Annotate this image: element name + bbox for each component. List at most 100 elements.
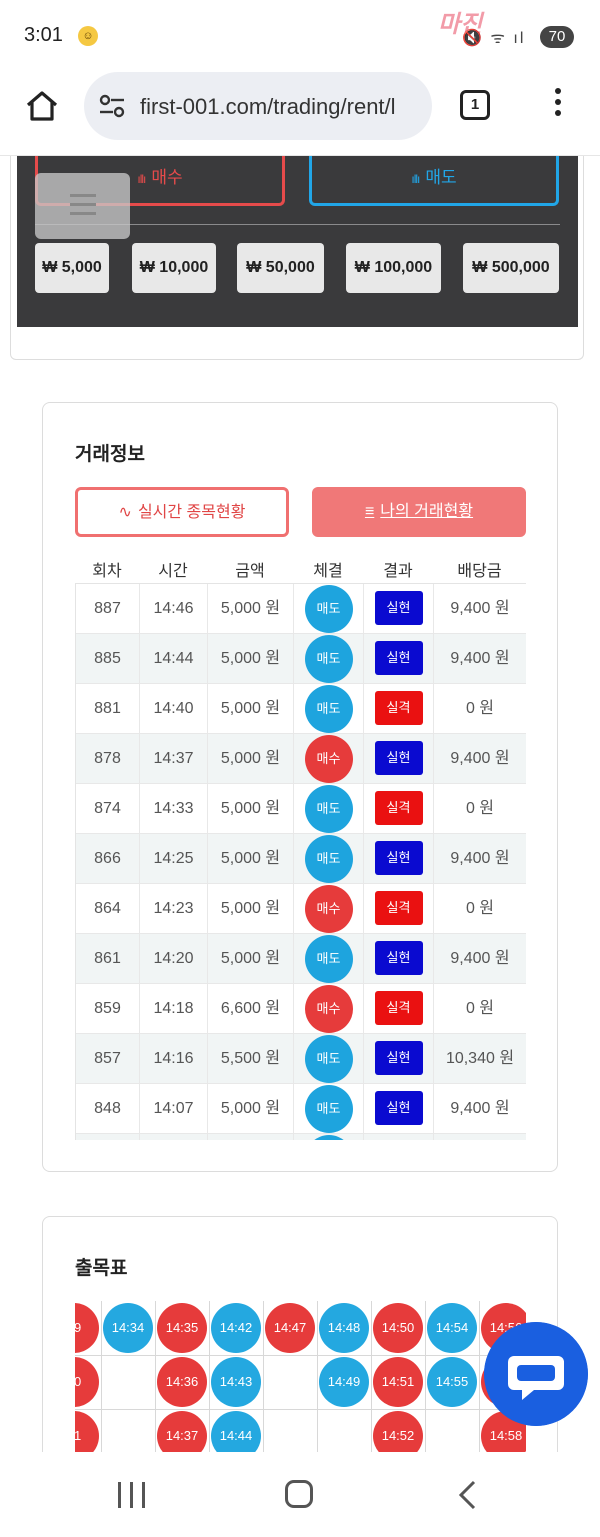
cell-round: 885	[75, 634, 139, 684]
cell-result: 실격	[363, 684, 433, 734]
cell-round: 857	[75, 1034, 139, 1084]
status-time: 3:01	[24, 24, 63, 46]
result-bead: 14:36	[157, 1357, 207, 1407]
result-badge: 실현	[374, 1090, 423, 1125]
amount-button[interactable]: ₩ 10,000	[132, 243, 216, 293]
menu-icon[interactable]	[35, 173, 130, 239]
round-value: 885	[94, 650, 121, 667]
cell-side: 매도	[293, 634, 363, 684]
side-badge: 매도	[304, 785, 353, 833]
tab-live-status[interactable]: ∿ 실시간 종목현황	[75, 487, 289, 537]
grid-row-line	[75, 1409, 526, 1410]
grid-column	[101, 1301, 155, 1452]
time-value: 14:18	[153, 1000, 194, 1017]
result-badge: 실격	[374, 890, 423, 925]
chat-icon[interactable]	[484, 1322, 588, 1426]
side-badge: 매도	[304, 1035, 353, 1083]
amount-button[interactable]: ₩ 5,000	[35, 243, 109, 293]
cell-amount: 5,000 원	[207, 934, 293, 984]
cell-payout	[433, 1134, 526, 1140]
result-badge: 실현	[374, 940, 423, 975]
cell-result: 실격	[363, 784, 433, 834]
result-bead: 14:49	[319, 1357, 369, 1407]
cell-result: 실현	[363, 634, 433, 684]
signal-bars-icon: ıllı	[137, 172, 146, 186]
cell-round: 859	[75, 984, 139, 1034]
tab-my-trades[interactable]: ≡ 나의 거래현황	[312, 487, 526, 537]
cell-payout: 0 원	[433, 884, 526, 934]
tune-icon[interactable]	[98, 94, 126, 118]
tabs-icon[interactable]: 1	[460, 90, 490, 120]
cell-payout: 9,400 원	[433, 634, 526, 684]
grid-column	[371, 1301, 425, 1452]
table-row: 885 14:44 5,000 원 매도 실현 9,400 원	[75, 634, 526, 684]
cell-amount: 5,500 원	[207, 1034, 293, 1084]
bead-grid: 29303114:3414:3514:3614:3714:4214:4314:4…	[75, 1301, 526, 1452]
result-bead: 14:54	[427, 1303, 477, 1353]
result-badge: 실현	[374, 1040, 423, 1075]
amount-button[interactable]: ₩ 100,000	[346, 243, 441, 293]
result-bead: 14:50	[373, 1303, 423, 1353]
time-value: 14:37	[153, 750, 194, 767]
pulse-icon: ∿	[118, 504, 132, 521]
sell-label: 매도	[425, 168, 457, 187]
round-value: 859	[94, 1000, 121, 1017]
nav-recent-icon[interactable]	[118, 1482, 146, 1508]
table-row: 864 14:23 5,000 원 매수 실격 0 원	[75, 884, 526, 934]
sell-button[interactable]: ıllı 매도	[309, 156, 559, 206]
amount-value: 6,600 원	[220, 1000, 281, 1017]
order-panel: ıllı 매수 ıllı 매도 ₩ 5,000 ₩ 10,000 ₩ 50,000 …	[17, 156, 578, 327]
time-value: 14:07	[153, 1100, 194, 1117]
cell-payout: 9,400 원	[433, 834, 526, 884]
notification-icon: ☺	[78, 26, 98, 46]
cell-result: 실현	[363, 734, 433, 784]
more-icon[interactable]	[552, 88, 564, 124]
cell-round: 864	[75, 884, 139, 934]
url-text[interactable]: first-001.com/trading/rent/l	[140, 94, 396, 119]
trade-info-card: 거래정보 ∿ 실시간 종목현황 ≡ 나의 거래현황 회차 시간 금액 체결 결과 배…	[42, 402, 558, 1172]
tab-live-label: 실시간 종목현황	[137, 504, 246, 521]
amount-value: 5,000 원	[220, 650, 281, 667]
column-header: 체결	[313, 563, 343, 580]
table-row: 857 14:16 5,500 원 매도 실현 10,340 원	[75, 1034, 526, 1084]
grid-column	[317, 1301, 371, 1452]
payout-value: 9,400 원	[450, 650, 510, 667]
side-badge: 매수	[304, 985, 353, 1033]
cell-time	[139, 1134, 207, 1140]
trade-info-title: 거래정보	[75, 444, 145, 465]
result-badge: 실격	[374, 990, 423, 1025]
payout-value: 10,340 원	[445, 1050, 515, 1067]
result-bead: 14:58	[481, 1411, 526, 1452]
side-badge: 매도	[304, 835, 353, 883]
round-value: 861	[94, 950, 121, 967]
round-value: 866	[94, 850, 121, 867]
cell-amount: 5,000 원	[207, 684, 293, 734]
cell-payout: 9,400 원	[433, 584, 526, 634]
round-value: 881	[94, 700, 121, 717]
home-icon[interactable]	[24, 88, 60, 124]
cell-round	[75, 1134, 139, 1140]
address-bar[interactable]: first-001.com/trading/rent/l	[84, 72, 432, 140]
cell-time: 14:44	[139, 634, 207, 684]
nav-back-icon[interactable]	[456, 1480, 480, 1510]
amount-button[interactable]: ₩ 50,000	[237, 243, 324, 293]
watermark-logo: 마진	[438, 11, 483, 38]
table-row: 881 14:40 5,000 원 매도 실격 0 원	[75, 684, 526, 734]
round-value: 878	[94, 750, 121, 767]
cell-amount: 5,000 원	[207, 1084, 293, 1134]
cell-result: 실현	[363, 934, 433, 984]
amount-button[interactable]: ₩ 500,000	[463, 243, 559, 293]
result-badge: 실현	[374, 840, 423, 875]
page-content: ıllı 매수 ıllı 매도 ₩ 5,000 ₩ 10,000 ₩ 50,000 …	[0, 156, 600, 1452]
divider	[35, 224, 560, 225]
cell-amount	[207, 1134, 293, 1140]
round-value: 857	[94, 1050, 121, 1067]
cell-result: 실현	[363, 1084, 433, 1134]
result-bead: 14:55	[427, 1357, 477, 1407]
nav-home-icon[interactable]	[285, 1480, 313, 1508]
cell-payout: 9,400 원	[433, 1084, 526, 1134]
side-badge	[304, 1135, 353, 1140]
time-value: 14:40	[153, 700, 194, 717]
result-badge: 실격	[374, 790, 423, 825]
column-header: 금액	[235, 563, 265, 580]
